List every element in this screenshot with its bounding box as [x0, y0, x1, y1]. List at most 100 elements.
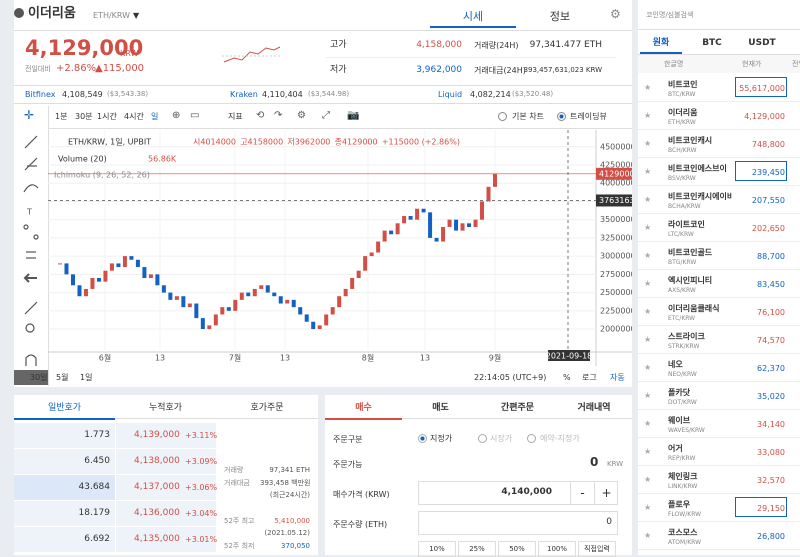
candle-body	[83, 288, 88, 297]
coin-symbol: AXS/KRW	[668, 287, 696, 294]
settings-icon[interactable]: ⚙	[610, 7, 621, 21]
chart-mode[interactable]: 트레이딩뷰	[570, 112, 607, 121]
coin-name[interactable]: 어거	[668, 444, 683, 453]
coin-name[interactable]: 비트코인캐시	[668, 136, 713, 145]
star-icon[interactable]: ★	[644, 363, 652, 372]
star-icon[interactable]: ★	[644, 475, 652, 484]
radio[interactable]	[418, 434, 427, 443]
star-icon[interactable]: ★	[644, 307, 652, 316]
coin-name[interactable]: 스트라이크	[668, 332, 705, 341]
order-tab[interactable]: 간편주문	[479, 398, 556, 419]
candle-body	[239, 292, 244, 300]
toolbar-icon[interactable]: 📷	[347, 110, 360, 121]
coin-name[interactable]: 네오	[668, 360, 683, 369]
tab[interactable]: 시세	[430, 8, 516, 28]
stat-label: 고가	[330, 40, 347, 50]
coin-name[interactable]: 체인링크	[668, 472, 698, 481]
coin-name[interactable]: 비트코인에스브이	[668, 164, 727, 173]
star-icon[interactable]: ★	[644, 167, 652, 176]
coin-symbol: WAVES/KRW	[668, 427, 705, 434]
star-icon[interactable]: ★	[644, 139, 652, 148]
stepper-button[interactable]: -	[570, 482, 594, 504]
star-icon[interactable]: ★	[644, 419, 652, 428]
orderbook-tab[interactable]: 호가주문	[216, 398, 318, 419]
interval-button[interactable]: 1분	[55, 112, 68, 121]
order-tab[interactable]: 매수	[325, 398, 402, 420]
toolbar-icon[interactable]: ↷	[274, 110, 283, 121]
star-icon[interactable]: ★	[644, 335, 652, 344]
coin-name[interactable]: 엑시인피니티	[668, 276, 713, 285]
candle-body	[161, 285, 166, 293]
orderbook-tab[interactable]: 일반호가	[14, 398, 115, 420]
toolbar-icon[interactable]: ⊕	[172, 110, 181, 121]
option-button[interactable]: 로그	[582, 373, 597, 382]
candle-body	[246, 292, 251, 297]
coin-name[interactable]: 이더리움클래식	[668, 304, 720, 313]
stepper-button[interactable]: +	[594, 482, 618, 504]
search-box[interactable]: 코인명/심볼검색	[646, 11, 694, 19]
interval-button[interactable]: 4시간	[124, 112, 144, 121]
row-divider	[638, 157, 800, 158]
star-icon[interactable]: ★	[644, 195, 652, 204]
coin-name[interactable]: 비트코인골드	[668, 248, 713, 257]
star-icon[interactable]: ★	[644, 447, 652, 456]
indicator-button[interactable]: 지표	[228, 112, 243, 121]
coin-name[interactable]: 비트코인캐시에이비씨	[668, 192, 732, 201]
coin-name[interactable]: 플로우	[668, 500, 691, 509]
star-icon[interactable]: ★	[644, 111, 652, 120]
interval-button[interactable]: 1시간	[97, 112, 117, 121]
radio[interactable]	[498, 112, 507, 121]
coin-name[interactable]: 비트코인	[668, 80, 698, 89]
star-icon[interactable]: ★	[644, 531, 652, 540]
divider	[638, 54, 800, 55]
qty-input[interactable]	[418, 511, 618, 535]
star-icon[interactable]: ★	[644, 503, 652, 512]
option-button[interactable]: %	[563, 373, 571, 382]
candle-body	[408, 216, 413, 220]
order-type[interactable]: 예약-지정가	[540, 434, 580, 443]
interval-button[interactable]: 일	[151, 112, 159, 121]
orderbook-tab[interactable]: 누적호가	[115, 398, 216, 419]
star-icon[interactable]: ★	[644, 391, 652, 400]
ask-qty: 6.450	[84, 456, 110, 466]
chart-mode[interactable]: 기본 차트	[512, 112, 544, 121]
interval-button[interactable]: 30분	[75, 112, 93, 121]
range-button[interactable]: 1일	[80, 373, 93, 382]
toolbar-icon[interactable]: ⚙	[297, 110, 306, 121]
coin-name[interactable]: 웨이브	[668, 416, 691, 425]
star-icon[interactable]: ★	[644, 251, 652, 260]
coin-name[interactable]: 라이트코인	[668, 220, 705, 229]
column-header[interactable]: 전일	[792, 60, 800, 68]
decoration: T	[23, 135, 39, 366]
crosshair-tool[interactable]: ✛	[24, 108, 35, 122]
column-header[interactable]: 한글명	[664, 60, 684, 68]
toolbar-icon[interactable]: ⟲	[256, 110, 265, 121]
order-tab[interactable]: 거래내역	[556, 398, 632, 419]
ask-row-bg	[14, 423, 115, 448]
range-button[interactable]: 30일	[30, 373, 48, 382]
market-tab[interactable]: 원화	[640, 34, 682, 54]
price-input[interactable]	[418, 481, 618, 505]
dropdown-icon[interactable]: ▼	[133, 11, 140, 20]
order-type[interactable]: 시장가	[490, 434, 513, 443]
radio[interactable]	[557, 112, 566, 121]
coin-name[interactable]: 폴카닷	[668, 388, 691, 397]
range-button[interactable]: 5월	[56, 373, 69, 382]
option-button[interactable]: 자동	[610, 373, 625, 382]
coin-name[interactable]: 코스모스	[668, 528, 698, 537]
toolbar-icon[interactable]: ▭	[190, 110, 200, 121]
candle-body	[480, 201, 485, 220]
tab[interactable]: 정보	[549, 10, 571, 23]
order-tab[interactable]: 매도	[402, 398, 479, 419]
market-tab[interactable]: USDT	[748, 38, 776, 48]
radio[interactable]	[527, 434, 536, 443]
star-icon[interactable]: ★	[644, 279, 652, 288]
radio[interactable]	[478, 434, 487, 443]
star-icon[interactable]: ★	[644, 223, 652, 232]
column-header[interactable]: 현재가	[742, 60, 762, 68]
order-type[interactable]: 지정가	[430, 434, 453, 443]
star-icon[interactable]: ★	[644, 83, 652, 92]
market-tab[interactable]: BTC	[702, 38, 722, 48]
toolbar-icon[interactable]: ⤢	[322, 110, 330, 121]
coin-name[interactable]: 이더리움	[668, 108, 698, 117]
